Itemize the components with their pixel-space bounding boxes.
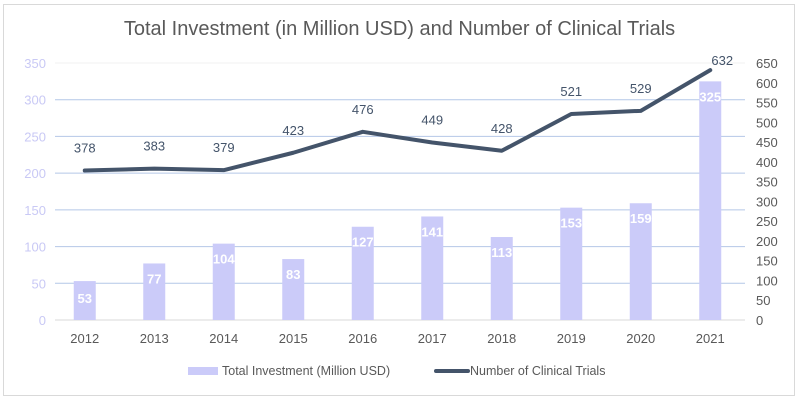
bar-data-label: 104	[213, 252, 235, 267]
line-series	[82, 68, 713, 173]
bar-data-label: 325	[699, 89, 721, 104]
x-tick-label: 2015	[279, 331, 308, 346]
y-right-tick-label: 300	[756, 194, 778, 209]
x-tick-label: 2013	[140, 331, 169, 346]
data-labels: 53 77 104 83 127 141 113 153 159 325 378 383 379 423 4…	[74, 53, 733, 306]
x-tick-label: 2014	[209, 331, 238, 346]
y-left-tick-label: 0	[39, 313, 46, 328]
bar-data-label: 113	[491, 245, 512, 260]
y-right-tick-label: 200	[756, 234, 778, 249]
line-data-label: 632	[711, 53, 733, 68]
line-data-label: 476	[352, 102, 374, 117]
x-tick-label: 2016	[348, 331, 377, 346]
x-tick-label: 2020	[626, 331, 655, 346]
legend-label-trials: Number of Clinical Trials	[470, 364, 605, 378]
axes: 0 50 100 150 200 250 300 350 0 50 100 150 200 250 300 3…	[24, 56, 777, 346]
x-tick-label: 2012	[70, 331, 99, 346]
y-right-tick-label: 100	[756, 273, 778, 288]
line-data-label: 449	[421, 112, 443, 127]
bar	[282, 259, 305, 320]
chart-frame	[3, 4, 795, 396]
bar-data-label: 83	[286, 267, 300, 282]
bar	[699, 81, 722, 320]
x-tick-label: 2021	[696, 331, 725, 346]
bar	[421, 216, 444, 320]
y-right-tick-label: 450	[756, 135, 778, 150]
bar-data-label: 153	[560, 216, 582, 231]
y-left-tick-label: 300	[24, 93, 46, 108]
y-left-tick-label: 50	[32, 276, 46, 291]
line-path	[82, 68, 713, 173]
bar-data-label: 77	[147, 271, 161, 286]
bar-series	[73, 81, 722, 320]
bar-data-label: 53	[78, 291, 92, 306]
y-right-tick-label: 600	[756, 76, 778, 91]
chart-title: Total Investment (in Million USD) and Nu…	[123, 18, 676, 40]
bar	[351, 226, 374, 320]
y-right-tick-label: 250	[756, 214, 778, 229]
bar-data-label: 159	[630, 211, 652, 226]
y-left-tick-label: 200	[24, 166, 46, 181]
x-tick-label: 2018	[487, 331, 516, 346]
y-left-tick-label: 100	[24, 240, 46, 255]
bar	[490, 237, 513, 320]
y-left-tick-label: 150	[24, 203, 46, 218]
line-data-label: 383	[143, 139, 165, 154]
x-tick-label: 2017	[418, 331, 447, 346]
y-right-tick-label: 650	[756, 56, 778, 71]
line-data-label: 521	[560, 84, 582, 99]
legend: Total Investment (Million USD) Number of …	[188, 364, 605, 378]
legend-swatch-investment	[188, 367, 218, 375]
legend-label-investment: Total Investment (Million USD)	[222, 364, 390, 378]
bar	[143, 263, 166, 320]
y-right-tick-label: 350	[756, 175, 778, 190]
bar	[212, 243, 235, 320]
bar	[560, 207, 583, 320]
bar-data-label: 141	[421, 224, 443, 239]
line-data-label: 428	[491, 121, 513, 136]
line-data-label: 378	[74, 141, 96, 156]
y-right-tick-label: 400	[756, 155, 778, 170]
y-right-tick-label: 50	[756, 293, 770, 308]
bar	[629, 203, 652, 320]
y-right-tick-label: 500	[756, 115, 778, 130]
line-data-label: 379	[213, 140, 235, 155]
line-data-label: 423	[282, 123, 304, 138]
y-left-tick-label: 250	[24, 129, 46, 144]
y-right-tick-label: 150	[756, 254, 778, 269]
y-right-tick-label: 0	[756, 313, 763, 328]
y-left-tick-label: 350	[24, 56, 46, 71]
bar	[73, 281, 96, 320]
y-right-tick-label: 550	[756, 96, 778, 111]
bar-data-label: 127	[352, 235, 374, 250]
line-data-label: 529	[630, 81, 652, 96]
x-tick-label: 2019	[557, 331, 586, 346]
